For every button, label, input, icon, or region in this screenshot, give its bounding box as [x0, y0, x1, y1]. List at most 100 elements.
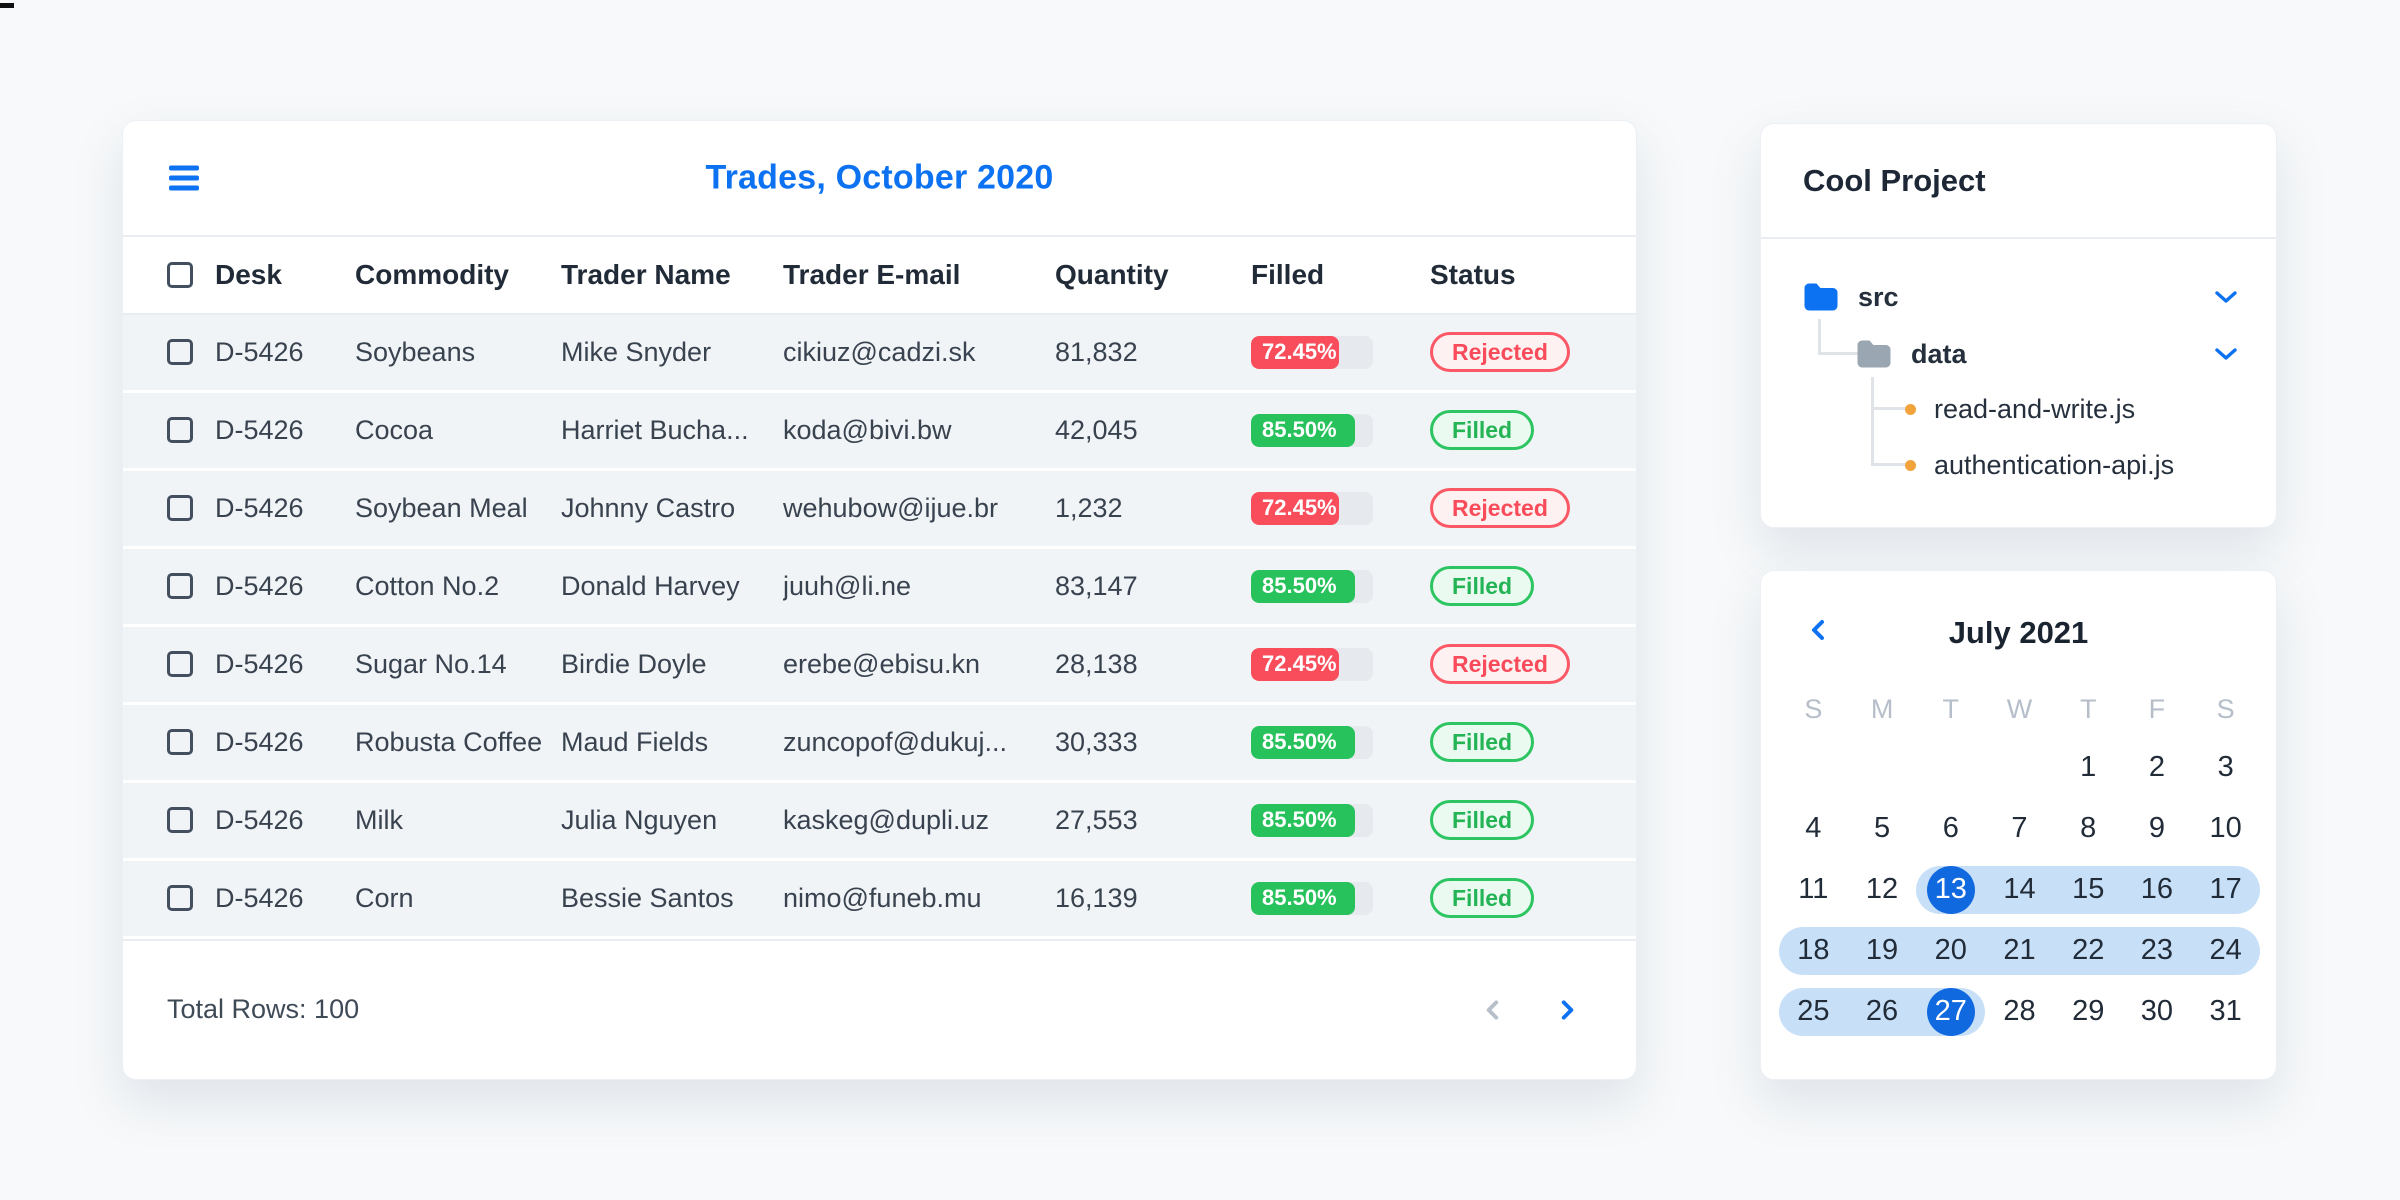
calendar-day[interactable]: 27 [1916, 981, 1985, 1042]
chevron-right-icon[interactable] [1550, 993, 1584, 1027]
calendar-day[interactable]: 23 [2123, 920, 2192, 981]
filled-progress-value: 85.50% [1251, 725, 1356, 759]
column-header-desk: Desk [215, 258, 282, 290]
calendar-day[interactable]: 31 [2191, 981, 2260, 1042]
tree-item-src[interactable]: src [1803, 275, 2276, 319]
filled-progress-value: 85.50% [1251, 803, 1356, 837]
calendar-day[interactable]: 19 [1848, 920, 1917, 981]
calendar-day[interactable]: 18 [1779, 920, 1848, 981]
day-number: 30 [2140, 995, 2174, 1027]
calendar-day[interactable]: 5 [1848, 798, 1917, 859]
weekday-label: S [2216, 693, 2235, 724]
chevron-down-icon[interactable] [2214, 346, 2238, 362]
filled-progress-value: 85.50% [1251, 413, 1356, 447]
chevron-down-icon[interactable] [2214, 289, 2238, 305]
cell-quantity: 1,232 [1055, 492, 1123, 523]
calendar-day[interactable]: 4 [1779, 798, 1848, 859]
calendar-empty-cell [1985, 737, 2054, 798]
calendar-day[interactable]: 26 [1848, 981, 1917, 1042]
cell-trader-email: erebe@ebisu.kn [783, 648, 981, 679]
menu-icon[interactable] [167, 157, 201, 200]
tree-item-file[interactable]: authentication-api.js [1905, 443, 2276, 487]
calendar-day[interactable]: 15 [2054, 859, 2123, 920]
select-all-checkbox[interactable] [167, 261, 193, 288]
tree-item-file[interactable]: read-and-write.js [1905, 387, 2276, 431]
calendar-day[interactable]: 30 [2123, 981, 2192, 1042]
row-checkbox[interactable] [167, 807, 193, 834]
calendar-day[interactable]: 3 [2191, 737, 2260, 798]
calendar-week-row: 4 5 6 7 8 9 10 [1779, 798, 2260, 859]
filled-progress-bar: 72.45% [1251, 491, 1373, 525]
status-badge: Filled [1430, 878, 1535, 919]
calendar-day[interactable]: 14 [1985, 859, 2054, 920]
chevron-left-icon[interactable] [1803, 613, 1835, 647]
table-row: D-5426 Cocoa Harriet Bucha... koda@bivi.… [123, 392, 1636, 471]
day-number: 9 [2148, 812, 2165, 844]
row-checkbox[interactable] [167, 339, 193, 366]
column-header-filled: Filled [1251, 258, 1325, 290]
cell-trader-email: cikiuz@cadzi.sk [783, 336, 976, 367]
table-header-row: Desk Commodity Trader Name Trader E-mail… [123, 237, 1636, 315]
cell-trader-name: Donald Harvey [561, 570, 740, 601]
chevron-left-icon[interactable] [1476, 993, 1510, 1027]
table-row: D-5426 Cotton No.2 Donald Harvey juuh@li… [123, 548, 1636, 627]
cell-quantity: 16,139 [1055, 882, 1138, 913]
cell-desk: D-5426 [215, 492, 304, 523]
cell-desk: D-5426 [215, 882, 304, 913]
status-badge: Rejected [1430, 332, 1570, 373]
row-checkbox[interactable] [167, 573, 193, 600]
cell-quantity: 30,333 [1055, 726, 1138, 757]
calendar-empty-cell [1848, 737, 1917, 798]
day-number: 5 [1873, 812, 1891, 844]
cell-trader-name: Maud Fields [561, 726, 709, 757]
calendar-week-row: 25 26 27 28 29 30 31 [1779, 981, 2260, 1042]
calendar-day[interactable]: 1 [2054, 737, 2123, 798]
calendar-day[interactable]: 9 [2123, 798, 2192, 859]
row-checkbox[interactable] [167, 651, 193, 678]
cell-trader-name: Julia Nguyen [561, 804, 718, 835]
cell-trader-email: kaskeg@dupli.uz [783, 804, 990, 835]
calendar-day[interactable]: 10 [2191, 798, 2260, 859]
calendar-day[interactable]: 11 [1779, 859, 1848, 920]
row-checkbox[interactable] [167, 885, 193, 912]
calendar-day[interactable]: 25 [1779, 981, 1848, 1042]
table-row: D-5426 Corn Bessie Santos nimo@funeb.mu … [123, 860, 1636, 939]
cell-trader-email: juuh@li.ne [783, 570, 911, 601]
status-badge: Filled [1430, 800, 1535, 841]
calendar-day[interactable]: 13 [1916, 859, 1985, 920]
calendar-day[interactable]: 8 [2054, 798, 2123, 859]
row-checkbox[interactable] [167, 729, 193, 756]
table-row: D-5426 Robusta Coffee Maud Fields zuncop… [123, 704, 1636, 783]
cell-trader-email: koda@bivi.bw [783, 414, 952, 445]
trades-panel: Trades, October 2020 Desk Commodity Trad… [122, 120, 1637, 1080]
filled-progress-bar: 85.50% [1251, 803, 1373, 837]
calendar-day[interactable]: 2 [2123, 737, 2192, 798]
tree-item-label: data [1911, 338, 1967, 369]
day-number: 19 [1865, 934, 1899, 966]
cell-commodity: Cotton No.2 [355, 570, 500, 601]
calendar-day[interactable]: 22 [2054, 920, 2123, 981]
table-body: D-5426 Soybeans Mike Snyder cikiuz@cadzi… [123, 314, 1636, 939]
calendar-day[interactable]: 21 [1985, 920, 2054, 981]
row-checkbox[interactable] [167, 495, 193, 522]
calendar-day[interactable]: 6 [1916, 798, 1985, 859]
calendar-day[interactable]: 20 [1916, 920, 1985, 981]
day-number: 2 [2148, 751, 2165, 783]
calendar-day[interactable]: 28 [1985, 981, 2054, 1042]
cell-commodity: Soybeans [355, 336, 476, 367]
day-number: 15 [2072, 873, 2105, 905]
calendar-day[interactable]: 29 [2054, 981, 2123, 1042]
cell-trader-name: Bessie Santos [561, 882, 734, 913]
calendar-day[interactable]: 12 [1848, 859, 1917, 920]
tree-item-data[interactable]: data [1856, 332, 2276, 376]
day-number: 24 [2209, 934, 2242, 966]
cell-trader-email: nimo@funeb.mu [783, 882, 982, 913]
calendar-day[interactable]: 7 [1985, 798, 2054, 859]
row-checkbox[interactable] [167, 417, 193, 444]
column-header-quantity: Quantity [1055, 258, 1169, 290]
day-number: 26 [1865, 995, 1899, 1027]
calendar-day[interactable]: 16 [2123, 859, 2192, 920]
calendar-day[interactable]: 17 [2191, 859, 2260, 920]
calendar-day[interactable]: 24 [2191, 920, 2260, 981]
